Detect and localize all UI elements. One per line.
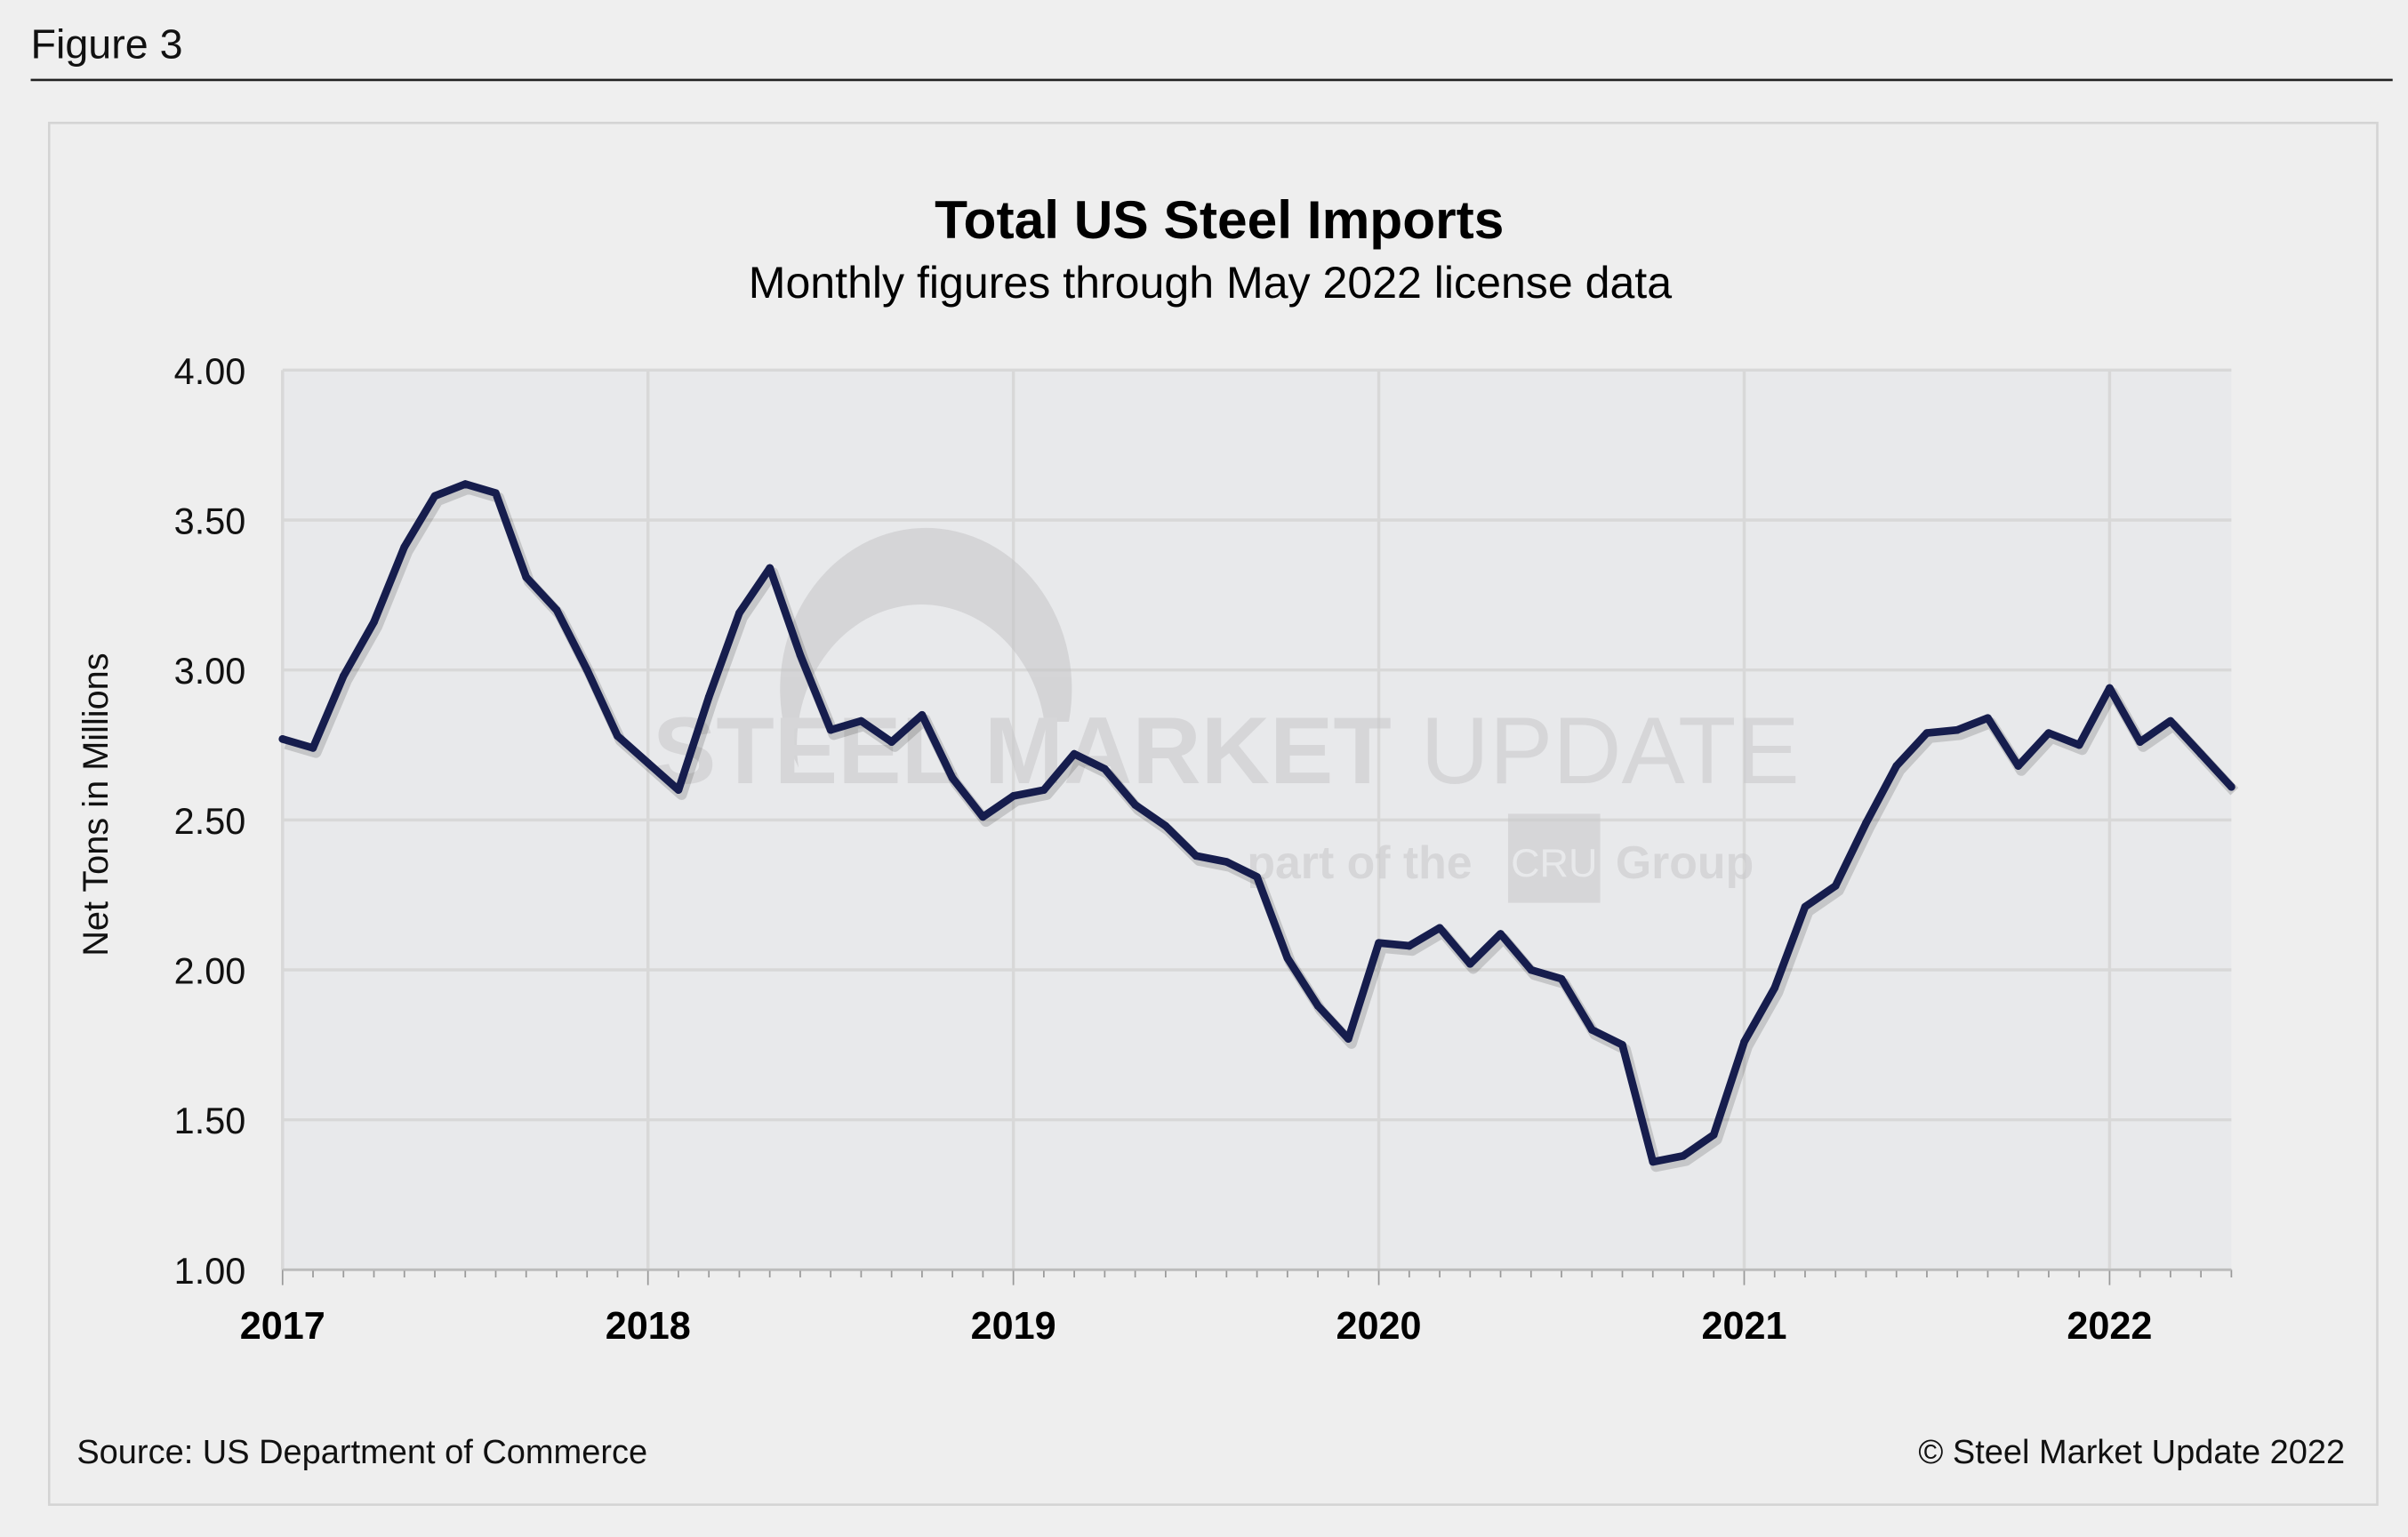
data-point xyxy=(461,480,470,488)
data-point xyxy=(1801,902,1810,911)
data-point xyxy=(1892,762,1901,770)
watermark-cru: CRU xyxy=(1511,840,1597,885)
data-point xyxy=(1557,974,1566,983)
y-tick-label: 1.50 xyxy=(174,1100,246,1141)
data-point xyxy=(522,572,531,581)
data-point xyxy=(1131,801,1139,809)
data-point xyxy=(1770,983,1779,992)
data-point xyxy=(1740,1037,1748,1046)
data-point xyxy=(339,672,348,680)
y-tick-label: 4.00 xyxy=(174,350,246,392)
data-point xyxy=(1709,1131,1718,1139)
data-point xyxy=(1862,819,1870,828)
copyright-note: © Steel Market Update 2022 xyxy=(1918,1434,2345,1471)
data-point xyxy=(1922,729,1931,737)
watermark-cru-box xyxy=(1507,813,1601,903)
data-point xyxy=(1009,792,1017,800)
data-point xyxy=(766,564,774,572)
data-point xyxy=(400,543,409,551)
chart-subtitle: Monthly figures through May 2022 license… xyxy=(749,258,1672,308)
y-tick-label: 3.00 xyxy=(174,650,246,692)
data-point xyxy=(1953,725,1962,734)
data-point xyxy=(1497,930,1505,938)
data-point xyxy=(1161,821,1170,830)
y-axis-title: Net Tons in Millions xyxy=(76,652,116,956)
data-point xyxy=(309,744,317,752)
data-point xyxy=(1375,939,1383,947)
data-point xyxy=(1679,1151,1688,1160)
data-point xyxy=(704,692,713,701)
data-point xyxy=(1192,852,1200,861)
data-point xyxy=(826,725,835,734)
data-point xyxy=(1101,764,1109,773)
x-tick-label: 2022 xyxy=(2067,1305,2152,1348)
data-point xyxy=(1587,1026,1596,1034)
data-point xyxy=(1039,786,1048,794)
watermark-swoosh xyxy=(780,527,1072,768)
data-point xyxy=(1070,749,1079,758)
data-point xyxy=(1984,714,1992,722)
data-point xyxy=(430,492,439,500)
data-point xyxy=(948,773,957,782)
data-point xyxy=(2196,749,2205,758)
watermark-tag-pre: part of the xyxy=(1247,837,1472,888)
data-point xyxy=(1223,858,1231,866)
x-tick-label: 2021 xyxy=(1701,1305,1786,1348)
x-tick-label: 2020 xyxy=(1336,1305,1422,1348)
data-point xyxy=(2075,740,2083,749)
figure-label: Figure 3 xyxy=(31,21,183,68)
data-point xyxy=(582,666,591,674)
x-axis: 2017 2018 2019 2020 2021 2022 xyxy=(240,1269,2233,1348)
data-point xyxy=(370,618,378,627)
data-point xyxy=(2136,738,2144,746)
data-point xyxy=(1405,941,1414,950)
data-point xyxy=(1344,1035,1352,1043)
chart-title: Total US Steel Imports xyxy=(935,189,1504,250)
watermark-logo: STEEL MARKET UPDATE part of the CRU Grou… xyxy=(653,527,1800,903)
y-tick-label: 3.50 xyxy=(174,500,246,542)
data-point xyxy=(614,732,622,740)
data-point xyxy=(1831,882,1840,890)
data-point xyxy=(979,813,987,821)
y-axis: 4.00 3.50 3.00 2.50 2.00 1.50 1.00 xyxy=(174,350,246,1292)
x-tick-label: 2019 xyxy=(971,1305,1056,1348)
data-point xyxy=(1527,965,1536,974)
data-point xyxy=(644,758,653,767)
data-point xyxy=(1253,873,1261,881)
data-point xyxy=(2166,716,2175,725)
data-point xyxy=(2106,684,2114,692)
data-point xyxy=(552,605,561,614)
y-tick-label: 2.50 xyxy=(174,800,246,842)
watermark-brand-light: UPDATE xyxy=(1421,697,1800,804)
x-tick-label: 2017 xyxy=(240,1305,325,1348)
data-point xyxy=(857,716,865,725)
data-point xyxy=(887,738,895,746)
data-point xyxy=(796,651,805,660)
data-point xyxy=(1313,1002,1322,1010)
watermark-tag-post: Group xyxy=(1616,837,1754,888)
data-point xyxy=(918,710,927,719)
data-point xyxy=(2044,729,2053,737)
data-point xyxy=(492,489,500,497)
source-note: Source: US Department of Commerce xyxy=(76,1434,647,1471)
data-point xyxy=(2014,762,2022,770)
data-point xyxy=(1618,1041,1626,1049)
x-tick-label: 2018 xyxy=(606,1305,691,1348)
data-point xyxy=(278,734,287,743)
data-point xyxy=(1465,959,1474,968)
watermark-brand-bold: STEEL MARKET xyxy=(653,697,1392,804)
y-tick-label: 1.00 xyxy=(174,1250,246,1292)
y-tick-label: 2.00 xyxy=(174,950,246,992)
data-point xyxy=(1649,1157,1658,1166)
data-point xyxy=(2227,782,2235,791)
data-point xyxy=(674,786,683,794)
data-point xyxy=(1283,954,1292,962)
data-point xyxy=(1435,924,1444,933)
series-layer xyxy=(278,480,2239,1173)
data-point xyxy=(735,609,743,617)
